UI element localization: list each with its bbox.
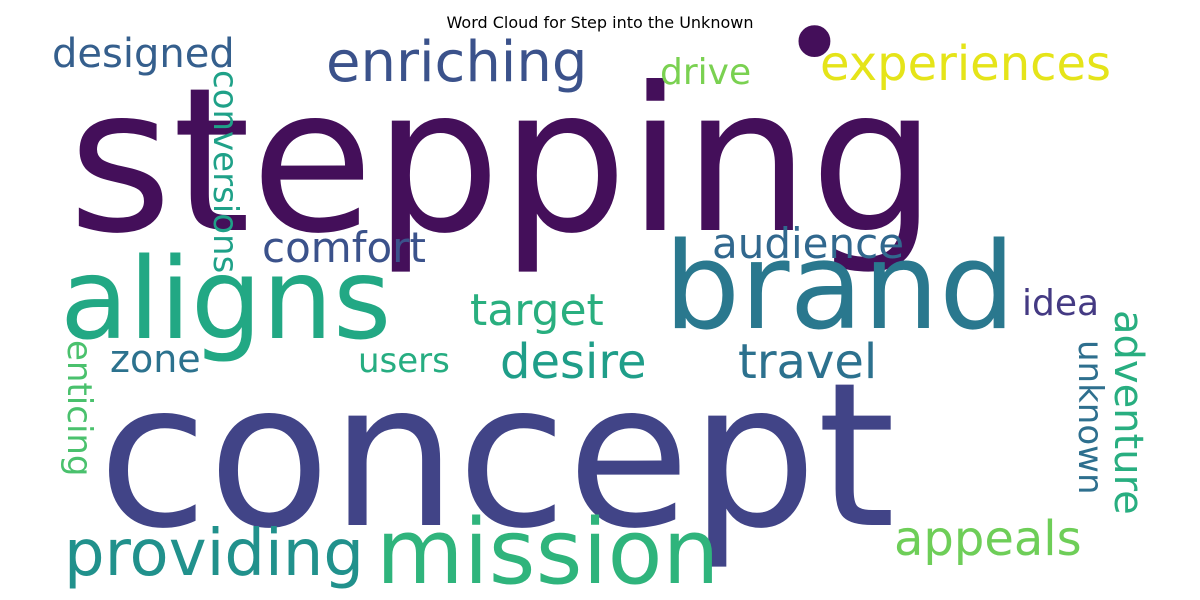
word-target: target xyxy=(470,285,604,336)
word-zone: zone xyxy=(110,337,201,381)
word-users: users xyxy=(358,341,450,381)
word-adventure: adventure xyxy=(1105,310,1151,515)
word-enriching: enriching xyxy=(326,30,587,95)
word-conversions: conversions xyxy=(205,70,245,273)
word-appeals: appeals xyxy=(894,511,1082,567)
word-dot: • xyxy=(782,0,847,108)
word-concept: concept xyxy=(98,340,895,573)
word-enticing: enticing xyxy=(59,340,99,477)
word-audience: audience xyxy=(712,219,904,268)
word-designed: designed xyxy=(52,31,235,77)
word-drive: drive xyxy=(660,52,751,93)
word-desire: desire xyxy=(500,334,647,390)
word-stepping: stepping xyxy=(68,45,937,278)
word-providing: providing xyxy=(64,517,364,591)
word-idea: idea xyxy=(1022,283,1099,324)
word-aligns: aligns xyxy=(60,235,391,365)
word-brand: brand xyxy=(664,218,1015,357)
word-experiences: experiences xyxy=(820,36,1111,92)
chart-title: Word Cloud for Step into the Unknown xyxy=(446,13,754,32)
word-comfort: comfort xyxy=(262,223,426,272)
word-travel: travel xyxy=(738,334,877,390)
word-unknown: unknown xyxy=(1070,340,1110,495)
word-mission: mission xyxy=(376,500,720,600)
